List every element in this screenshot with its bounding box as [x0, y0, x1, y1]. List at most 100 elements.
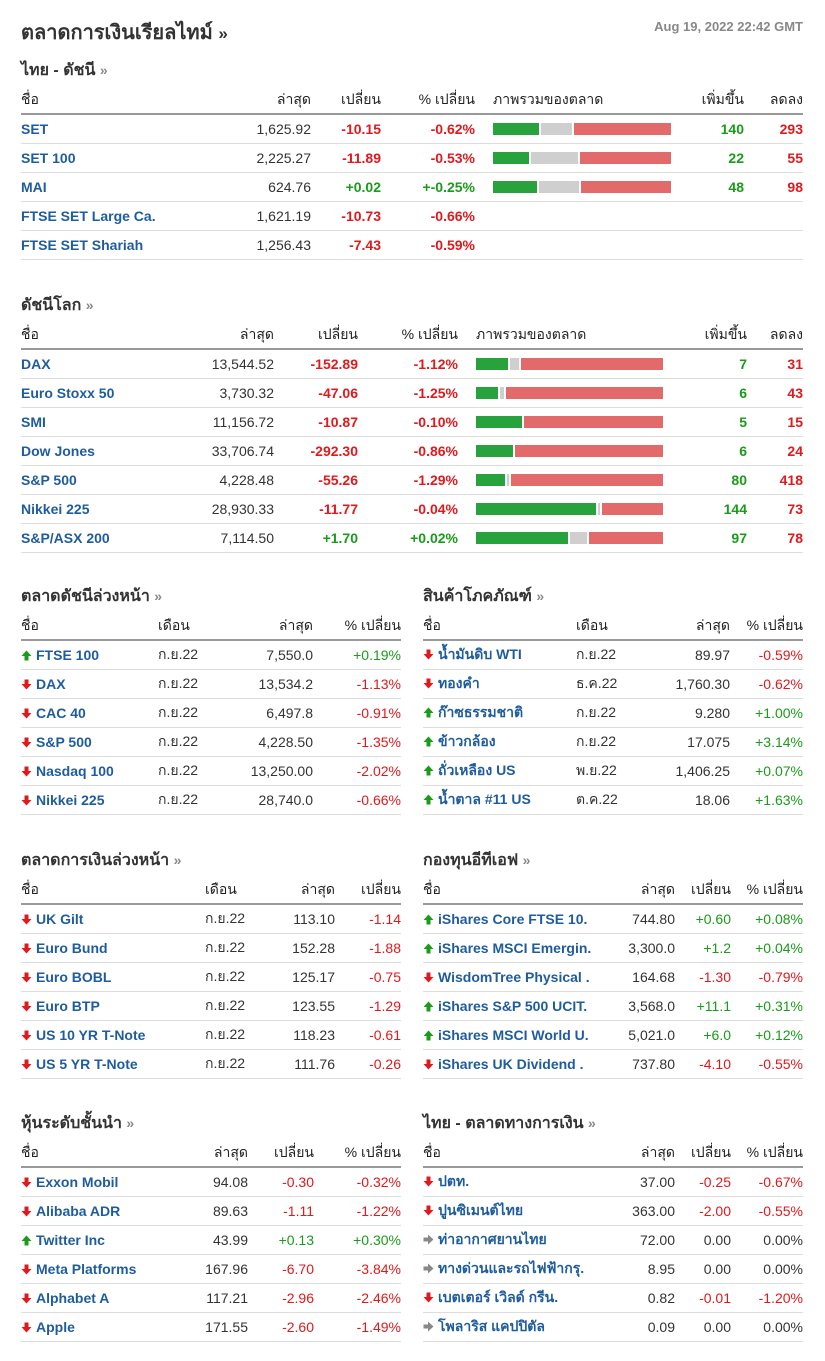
instrument-link[interactable]: Alphabet A: [36, 1289, 110, 1306]
table-row[interactable]: ข้าวกล้อง ก.ย.22 17.075 +3.14%: [423, 727, 803, 757]
table-row[interactable]: iShares S&P 500 UCIT. 3,568.0 +11.1 +0.31%: [423, 991, 803, 1021]
name-cell[interactable]: S&P 500: [21, 465, 166, 495]
section-title-arrow[interactable]: »: [99, 62, 108, 78]
table-row[interactable]: FTSE 100 ก.ย.22 7,550.0 +0.19%: [21, 640, 401, 670]
table-row[interactable]: Apple 171.55 -2.60 -1.49%: [21, 1312, 401, 1342]
name-cell[interactable]: CAC 40: [21, 698, 158, 728]
name-cell[interactable]: MAI: [21, 172, 186, 202]
section-title-text[interactable]: ตลาดการเงินล่วงหน้า: [21, 852, 170, 869]
table-row[interactable]: SMI 11,156.72 -10.87 -0.10% 5 15: [21, 407, 803, 437]
name-cell[interactable]: ทองคำ: [423, 669, 576, 699]
name-cell[interactable]: ท่าอากาศยานไทย: [423, 1225, 597, 1255]
col-header-last[interactable]: ล่าสุด: [599, 876, 675, 905]
col-header-pct-change[interactable]: % เปลี่ยน: [314, 1139, 401, 1168]
table-row[interactable]: iShares MSCI Emergin. 3,300.0 +1.2 +0.04%: [423, 933, 803, 963]
name-cell[interactable]: Exxon Mobil: [21, 1167, 171, 1197]
name-cell[interactable]: Nasdaq 100: [21, 756, 158, 786]
instrument-link[interactable]: US 5 YR T-Note: [36, 1055, 138, 1072]
instrument-link[interactable]: iShares MSCI Emergin.: [438, 939, 592, 956]
section-title-arrow[interactable]: »: [588, 1115, 596, 1131]
table-row[interactable]: S&P 500 4,228.48 -55.26 -1.29% 80 418: [21, 465, 803, 495]
section-title-thai-market[interactable]: ไทย - ตลาดทางการเงิน »: [423, 1111, 596, 1136]
col-header-last[interactable]: ล่าสุด: [186, 86, 311, 115]
section-title-text[interactable]: ไทย - ดัชนี: [21, 62, 96, 79]
col-header-name[interactable]: ชื่อ: [423, 1139, 597, 1168]
table-row[interactable]: SET 100 2,225.27 -11.89 -0.53% 22 55: [21, 143, 803, 173]
col-header-pct-change[interactable]: % เปลี่ยน: [731, 1139, 803, 1168]
instrument-link[interactable]: CAC 40: [36, 704, 86, 721]
table-row[interactable]: UK Gilt ก.ย.22 113.10 -1.14: [21, 904, 401, 934]
table-row[interactable]: US 5 YR T-Note ก.ย.22 111.76 -0.26: [21, 1049, 401, 1079]
name-cell[interactable]: WisdomTree Physical .: [423, 962, 599, 992]
name-cell[interactable]: Twitter Inc: [21, 1225, 171, 1255]
name-cell[interactable]: UK Gilt: [21, 904, 205, 934]
name-cell[interactable]: iShares MSCI World U.: [423, 1020, 599, 1050]
instrument-link[interactable]: Twitter Inc: [36, 1231, 105, 1248]
col-header-pct-change[interactable]: % เปลี่ยน: [313, 612, 401, 641]
instrument-link[interactable]: US 10 YR T-Note: [36, 1026, 146, 1043]
col-header-last[interactable]: ล่าสุด: [228, 612, 313, 641]
instrument-link[interactable]: SMI: [21, 413, 46, 430]
instrument-link[interactable]: iShares Core FTSE 10.: [438, 910, 588, 927]
table-row[interactable]: S&P/ASX 200 7,114.50 +1.70 +0.02% 97 78: [21, 523, 803, 553]
table-row[interactable]: CAC 40 ก.ย.22 6,497.8 -0.91%: [21, 698, 401, 728]
instrument-link[interactable]: ทางด่วนและรถไฟฟ้ากรุ.: [438, 1259, 585, 1276]
page-title-arrow[interactable]: »: [218, 24, 228, 43]
table-row[interactable]: WisdomTree Physical . 164.68 -1.30 -0.79%: [423, 962, 803, 992]
instrument-link[interactable]: DAX: [36, 675, 66, 692]
name-cell[interactable]: Alibaba ADR: [21, 1196, 171, 1226]
instrument-link[interactable]: FTSE SET Large Ca.: [21, 207, 156, 224]
table-row[interactable]: น้ำมันดิบ WTI ก.ย.22 89.97 -0.59%: [423, 640, 803, 670]
name-cell[interactable]: ทางด่วนและรถไฟฟ้ากรุ.: [423, 1254, 597, 1284]
col-header-change[interactable]: เปลี่ยน: [335, 876, 401, 905]
col-header-last[interactable]: ล่าสุด: [648, 612, 730, 641]
instrument-link[interactable]: ก๊าซธรรมชาติ: [438, 703, 524, 720]
instrument-link[interactable]: FTSE 100: [36, 646, 100, 663]
col-header-last[interactable]: ล่าสุด: [597, 1139, 675, 1168]
instrument-link[interactable]: Exxon Mobil: [36, 1173, 119, 1190]
name-cell[interactable]: เบตเตอร์ เวิลด์ กรีน.: [423, 1283, 597, 1313]
section-title-arrow[interactable]: »: [522, 852, 531, 868]
name-cell[interactable]: Euro BTP: [21, 991, 205, 1021]
table-row[interactable]: Twitter Inc 43.99 +0.13 +0.30%: [21, 1225, 401, 1255]
instrument-link[interactable]: Apple: [36, 1318, 75, 1335]
table-row[interactable]: Alphabet A 117.21 -2.96 -2.46%: [21, 1283, 401, 1313]
table-row[interactable]: ปตท. 37.00 -0.25 -0.67%: [423, 1167, 803, 1197]
instrument-link[interactable]: FTSE SET Shariah: [21, 236, 144, 253]
instrument-link[interactable]: SET 100: [21, 149, 76, 166]
table-row[interactable]: Nikkei 225 28,930.33 -11.77 -0.04% 144 73: [21, 494, 803, 524]
col-header-last[interactable]: ล่าสุด: [166, 321, 274, 350]
section-title-arrow[interactable]: »: [154, 588, 163, 604]
name-cell[interactable]: Alphabet A: [21, 1283, 171, 1313]
instrument-link[interactable]: Nikkei 225: [21, 500, 90, 517]
col-header-pct-change[interactable]: % เปลี่ยน: [381, 86, 475, 115]
col-header-name[interactable]: ชื่อ: [21, 876, 205, 905]
table-row[interactable]: Exxon Mobil 94.08 -0.30 -0.32%: [21, 1167, 401, 1197]
instrument-link[interactable]: โพลาริส แคปปิตัล: [438, 1317, 545, 1334]
table-row[interactable]: โพลาริส แคปปิตัล 0.09 0.00 0.00%: [423, 1312, 803, 1342]
section-title-rate-futures[interactable]: ตลาดการเงินล่วงหน้า »: [21, 848, 181, 873]
table-row[interactable]: ท่าอากาศยานไทย 72.00 0.00 0.00%: [423, 1225, 803, 1255]
section-title-arrow[interactable]: »: [85, 297, 94, 313]
name-cell[interactable]: ถั่วเหลือง US: [423, 756, 576, 786]
table-row[interactable]: ถั่วเหลือง US พ.ย.22 1,406.25 +0.07%: [423, 756, 803, 786]
section-title-text[interactable]: หุ้นระดับชั้นนำ: [21, 1115, 122, 1132]
col-header-month[interactable]: เดือน: [576, 612, 648, 641]
name-cell[interactable]: DAX: [21, 349, 166, 379]
section-title-text[interactable]: ดัชนีโลก: [21, 297, 82, 314]
section-title-arrow[interactable]: »: [126, 1115, 135, 1131]
col-header-pct-change[interactable]: % เปลี่ยน: [358, 321, 458, 350]
name-cell[interactable]: Apple: [21, 1312, 171, 1342]
instrument-link[interactable]: Dow Jones: [21, 442, 95, 459]
col-header-last[interactable]: ล่าสุด: [275, 876, 335, 905]
table-row[interactable]: Euro BTP ก.ย.22 123.55 -1.29: [21, 991, 401, 1021]
table-row[interactable]: Dow Jones 33,706.74 -292.30 -0.86% 6 24: [21, 436, 803, 466]
name-cell[interactable]: FTSE 100: [21, 640, 158, 670]
col-header-name[interactable]: ชื่อ: [21, 86, 186, 115]
instrument-link[interactable]: Euro BOBL: [36, 968, 112, 985]
instrument-link[interactable]: ข้าวกล้อง: [438, 732, 496, 749]
col-header-month[interactable]: เดือน: [205, 876, 275, 905]
table-row[interactable]: Euro BOBL ก.ย.22 125.17 -0.75: [21, 962, 401, 992]
name-cell[interactable]: Euro Stoxx 50: [21, 378, 166, 408]
name-cell[interactable]: Dow Jones: [21, 436, 166, 466]
